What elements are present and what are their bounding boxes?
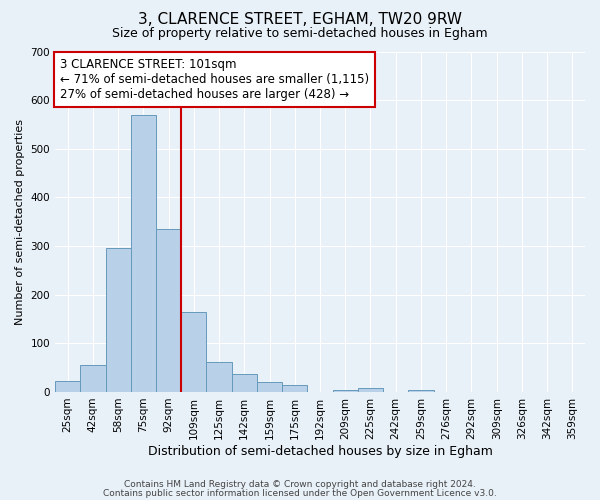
Text: Contains HM Land Registry data © Crown copyright and database right 2024.: Contains HM Land Registry data © Crown c…	[124, 480, 476, 489]
Text: 3 CLARENCE STREET: 101sqm
← 71% of semi-detached houses are smaller (1,115)
27% : 3 CLARENCE STREET: 101sqm ← 71% of semi-…	[61, 58, 370, 102]
Bar	[181, 312, 206, 392]
Bar	[332, 390, 358, 392]
Bar	[358, 388, 383, 392]
Bar	[80, 365, 106, 392]
Bar	[282, 384, 307, 392]
Text: 3, CLARENCE STREET, EGHAM, TW20 9RW: 3, CLARENCE STREET, EGHAM, TW20 9RW	[138, 12, 462, 28]
Bar	[409, 390, 434, 392]
Text: Size of property relative to semi-detached houses in Egham: Size of property relative to semi-detach…	[112, 28, 488, 40]
Bar	[257, 382, 282, 392]
Bar	[156, 229, 181, 392]
Bar	[232, 374, 257, 392]
Bar	[55, 382, 80, 392]
Bar	[206, 362, 232, 392]
Text: Contains public sector information licensed under the Open Government Licence v3: Contains public sector information licen…	[103, 488, 497, 498]
Bar	[131, 114, 156, 392]
Bar	[106, 248, 131, 392]
X-axis label: Distribution of semi-detached houses by size in Egham: Distribution of semi-detached houses by …	[148, 444, 493, 458]
Y-axis label: Number of semi-detached properties: Number of semi-detached properties	[15, 118, 25, 324]
